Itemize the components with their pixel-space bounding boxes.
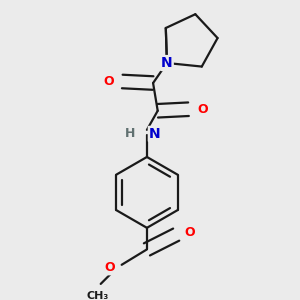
Text: N: N xyxy=(149,127,161,141)
Text: CH₃: CH₃ xyxy=(86,291,109,300)
Text: O: O xyxy=(105,261,115,274)
Text: O: O xyxy=(103,75,114,88)
Text: O: O xyxy=(197,103,208,116)
Text: H: H xyxy=(125,128,135,140)
Text: O: O xyxy=(184,226,195,238)
Text: N: N xyxy=(161,56,173,70)
